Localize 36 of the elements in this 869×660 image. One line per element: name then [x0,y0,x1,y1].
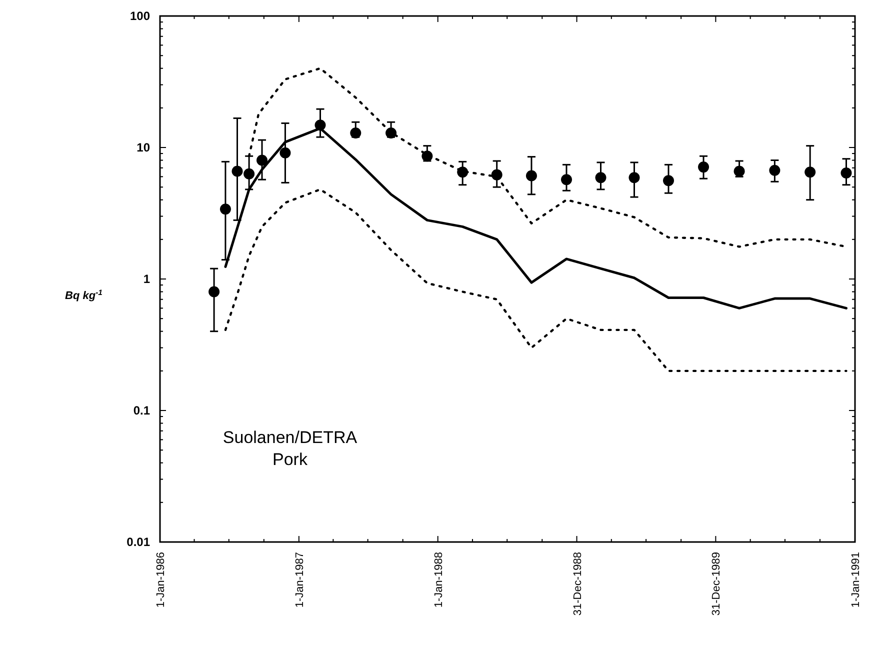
point [256,154,268,166]
point [232,166,243,177]
y-tick-label: 10 [136,140,150,154]
x-tick-label: 1-Jan-1986 [155,552,167,608]
point [698,162,710,173]
point [244,168,255,180]
y-tick-label: 100 [130,9,150,23]
y-tick-label: 0.1 [133,404,150,418]
point [526,170,537,182]
point [208,286,220,298]
point [350,127,362,138]
point [386,127,397,138]
x-tick-label: 31-Dec-1989 [710,552,723,616]
point [491,169,502,180]
x-tick-label: 1-Jan-1988 [432,552,445,608]
point [280,147,291,158]
point [769,164,780,176]
point [628,172,640,184]
x-tick-label: 31-Dec-1988 [572,552,584,616]
point [595,172,606,184]
line-series [224,188,848,372]
point [457,166,468,178]
y-tick-label: 0.01 [126,535,150,549]
point [663,175,674,186]
x-tick-label: 1-Jan-1991 [850,552,862,608]
y-axis-title: Bq kg$^{-1}$ [65,288,102,302]
point [422,150,433,162]
point [734,166,745,177]
point [314,120,326,131]
y-tick-label: 1 [143,272,150,286]
annotation: Suolanen/DETRA Pork [222,428,358,469]
point [804,166,816,178]
point [560,174,572,186]
x-tick-label: 1-Jan-1987 [294,552,306,608]
point [840,167,852,178]
point [220,204,231,215]
